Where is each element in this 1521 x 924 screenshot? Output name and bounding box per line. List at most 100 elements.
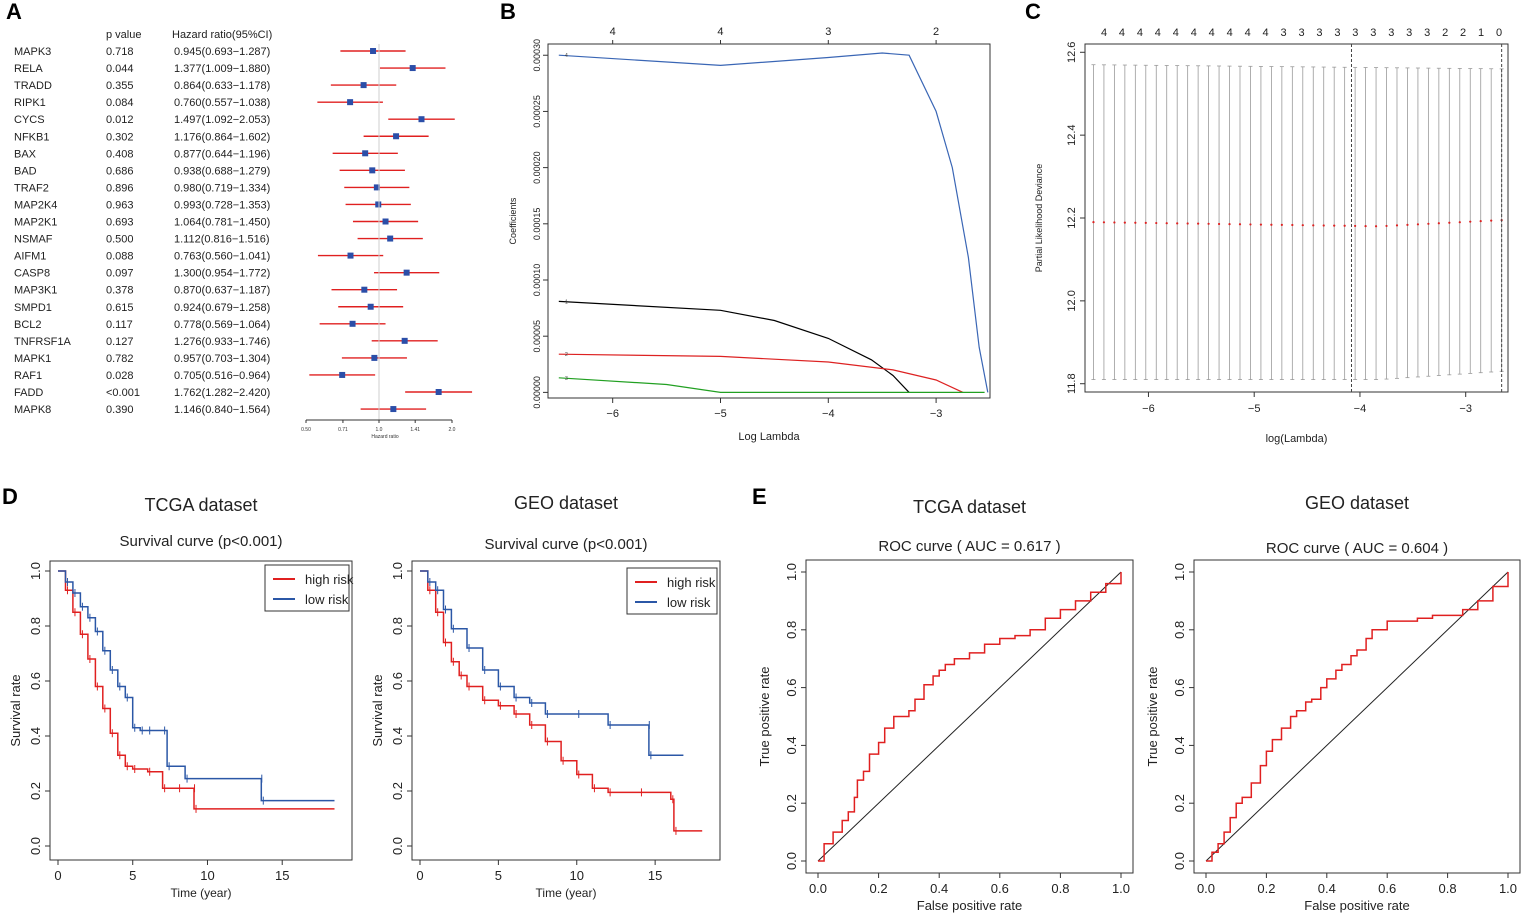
legend-box (626, 567, 718, 615)
plot-frame (1193, 559, 1521, 874)
x-tick-label: 0.0 (809, 881, 827, 896)
hr-cell: 0.705(0.516−0.964) (174, 370, 270, 382)
pvalue-cell: 0.117 (106, 319, 133, 331)
x-tick-label: 2.0 (449, 427, 456, 433)
y-tick-label: 0.4 (28, 727, 43, 745)
mean-point (1385, 224, 1388, 228)
hr-cell: 0.924(0.679−1.258) (174, 302, 270, 314)
chart-subtitle: Survival curve (p<0.001) (485, 536, 648, 553)
hr-cell: 0.763(0.560−1.041) (174, 251, 270, 263)
hr-cell: 0.980(0.719−1.334) (174, 182, 270, 194)
chart-subtitle: ROC curve ( AUC = 0.604 ) (1266, 540, 1448, 557)
diagonal-reference (817, 571, 1122, 862)
top-tick-label: 3 (1388, 27, 1394, 39)
y-axis-label: Partial Likelihood Deviance (1034, 164, 1044, 273)
chart-title: TCGA dataset (144, 495, 257, 515)
top-tick-label: 4 (1101, 27, 1107, 39)
hr-cell: 1.276(0.933−1.746) (174, 336, 270, 348)
top-tick-label: 2 (933, 26, 939, 38)
y-tick-label: 0.8 (390, 617, 405, 635)
x-axis-label: Time (year) (171, 886, 232, 900)
hr-point (390, 406, 397, 413)
top-tick-label: 4 (1155, 27, 1161, 39)
y-tick-label: 0.0 (1172, 852, 1187, 870)
hr-point (369, 167, 376, 174)
y-axis-label: True positive rate (757, 667, 772, 767)
coef-line (558, 353, 964, 393)
pvalue-cell: 0.012 (106, 114, 134, 126)
x-tick-label: 5 (495, 868, 502, 883)
mean-point (1280, 223, 1283, 226)
x-tick-label: −4 (1354, 403, 1367, 415)
x-tick-label: −4 (822, 408, 835, 420)
gene-label: MAP2K1 (14, 217, 57, 229)
y-tick-label: 1.0 (390, 562, 405, 580)
pvalue-cell: 0.378 (106, 285, 134, 297)
coef-line (558, 52, 989, 393)
gene-label: AIFM1 (14, 251, 46, 263)
hr-point (401, 337, 408, 344)
top-tick-label: 3 (1334, 27, 1340, 39)
y-axis-label: Survival rate (370, 674, 385, 746)
mean-point (1333, 224, 1336, 227)
y-tick-label: 0.2 (784, 794, 799, 812)
roc-curve (818, 572, 1122, 862)
pvalue-cell: 0.127 (106, 336, 134, 348)
top-tick-label: 0 (1496, 27, 1502, 39)
coef-line-label: 1 (565, 299, 568, 305)
gene-label: CYCS (14, 114, 45, 126)
x-tick-label: −5 (1248, 403, 1261, 415)
y-axis-label: True positive rate (1145, 667, 1160, 767)
panel-label-d: D (2, 484, 18, 509)
y-tick-label: 0.00010 (532, 264, 542, 297)
mean-point (1217, 222, 1221, 226)
pvalue-cell: 0.088 (106, 251, 134, 263)
x-tick-label: 5 (129, 868, 136, 883)
hr-cell: 0.760(0.557−1.038) (174, 97, 270, 109)
pvalue-cell: 0.782 (106, 353, 134, 365)
survival-curve (58, 570, 335, 802)
gene-label: MAP3K1 (14, 285, 57, 297)
forest-plot: p value Hazard ratio(95%CI) MAPK3 0.718 0.94… (14, 29, 473, 440)
mean-point (1155, 221, 1158, 225)
hr-point (375, 201, 382, 208)
x-tick-label: 0.71 (338, 427, 348, 433)
top-tick-label: 2 (1442, 27, 1448, 39)
y-tick-label: 12.6 (1066, 42, 1078, 63)
top-tick-label: 4 (1173, 27, 1179, 39)
gene-label: FADD (14, 387, 43, 399)
hr-cell: 1.497(1.092−2.053) (174, 114, 270, 126)
hr-point (373, 184, 380, 191)
hr-cell: 1.762(1.282−2.420) (174, 387, 270, 399)
pvalue-cell: 0.686 (106, 165, 134, 177)
x-tick-label: 0.0 (1197, 881, 1215, 896)
top-tick-label: 4 (610, 26, 616, 38)
y-tick-label: 0.8 (1172, 621, 1187, 639)
survival-plot-tcga: TCGA dataset Survival curve (p<0.001) 0 5 10… (8, 495, 354, 900)
coef-line (558, 377, 985, 393)
mean-point (1228, 223, 1231, 226)
y-tick-label: 0.00000 (532, 376, 542, 409)
mean-point (1186, 222, 1189, 225)
mean-point (1301, 224, 1304, 227)
pvalue-cell: 0.615 (106, 302, 134, 314)
chart-title: GEO dataset (1305, 493, 1409, 513)
pvalue-cell: 0.302 (106, 131, 134, 143)
x-tick-label: −6 (606, 408, 619, 420)
roc-curve (1206, 572, 1509, 862)
legend-label: low risk (305, 592, 349, 607)
pvalue-cell: 0.084 (106, 97, 134, 109)
x-tick-label: 1.0 (1499, 881, 1517, 896)
x-tick-label: 1.41 (410, 427, 420, 433)
mean-point (1259, 223, 1263, 226)
x-axis-label: Time (year) (536, 886, 597, 900)
panel-label-e: E (752, 484, 767, 509)
plot-frame (805, 559, 1134, 874)
hr-cell: 0.945(0.693−1.287) (174, 46, 270, 58)
y-tick-label: 0.00005 (532, 320, 542, 353)
panel-label-a: A (6, 0, 22, 24)
gene-label: BAX (14, 148, 37, 160)
x-tick-label: 0.4 (1318, 881, 1336, 896)
survival-curve (420, 570, 684, 757)
mean-point (1448, 221, 1451, 224)
